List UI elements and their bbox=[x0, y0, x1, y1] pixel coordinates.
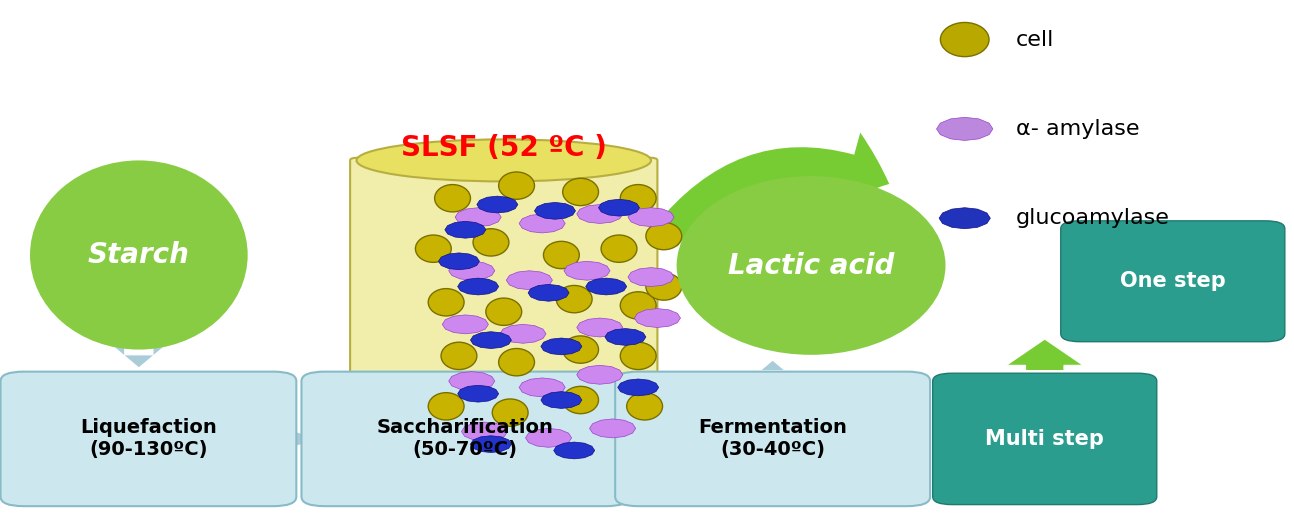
Ellipse shape bbox=[620, 292, 656, 319]
Ellipse shape bbox=[563, 178, 599, 205]
Ellipse shape bbox=[543, 241, 580, 269]
FancyBboxPatch shape bbox=[302, 372, 629, 506]
Ellipse shape bbox=[485, 298, 521, 326]
FancyArrow shape bbox=[744, 360, 801, 384]
Ellipse shape bbox=[30, 160, 247, 349]
Text: Lactic acid: Lactic acid bbox=[729, 252, 894, 279]
Text: α- amylase: α- amylase bbox=[1016, 119, 1140, 139]
Ellipse shape bbox=[626, 392, 663, 420]
Ellipse shape bbox=[646, 273, 682, 300]
FancyBboxPatch shape bbox=[0, 372, 296, 506]
FancyArrow shape bbox=[111, 344, 167, 368]
Ellipse shape bbox=[563, 387, 599, 414]
Text: SLSF (52 ºC ): SLSF (52 ºC ) bbox=[401, 134, 607, 162]
Ellipse shape bbox=[428, 392, 465, 420]
FancyBboxPatch shape bbox=[1061, 221, 1285, 341]
Ellipse shape bbox=[677, 176, 946, 355]
Text: Liquefaction
(90-130ºC): Liquefaction (90-130ºC) bbox=[80, 418, 217, 459]
Text: Fermentation
(30-40ºC): Fermentation (30-40ºC) bbox=[699, 418, 848, 459]
Ellipse shape bbox=[941, 22, 989, 57]
FancyArrow shape bbox=[603, 430, 631, 448]
Text: Saccharification
(50-70ºC): Saccharification (50-70ºC) bbox=[377, 418, 554, 459]
FancyArrow shape bbox=[1007, 339, 1083, 371]
Ellipse shape bbox=[357, 140, 651, 182]
Ellipse shape bbox=[646, 222, 682, 250]
Ellipse shape bbox=[441, 342, 477, 370]
Ellipse shape bbox=[563, 336, 599, 363]
Ellipse shape bbox=[498, 172, 534, 199]
Text: One step: One step bbox=[1119, 271, 1225, 292]
Ellipse shape bbox=[435, 185, 471, 212]
FancyArrow shape bbox=[280, 430, 318, 448]
Ellipse shape bbox=[620, 185, 656, 212]
Ellipse shape bbox=[620, 342, 656, 370]
Text: Multi step: Multi step bbox=[985, 429, 1104, 449]
Ellipse shape bbox=[498, 348, 534, 376]
Ellipse shape bbox=[415, 235, 452, 262]
FancyBboxPatch shape bbox=[615, 372, 930, 506]
Text: glucoamylase: glucoamylase bbox=[1016, 208, 1170, 228]
Text: Starch: Starch bbox=[88, 241, 190, 269]
Ellipse shape bbox=[474, 229, 509, 256]
Text: cell: cell bbox=[1016, 30, 1055, 49]
FancyArrowPatch shape bbox=[653, 133, 889, 246]
FancyBboxPatch shape bbox=[351, 158, 657, 478]
Ellipse shape bbox=[357, 455, 651, 496]
Ellipse shape bbox=[556, 286, 593, 313]
Ellipse shape bbox=[492, 399, 528, 426]
Ellipse shape bbox=[602, 235, 637, 262]
Ellipse shape bbox=[428, 289, 465, 316]
FancyBboxPatch shape bbox=[933, 373, 1157, 504]
